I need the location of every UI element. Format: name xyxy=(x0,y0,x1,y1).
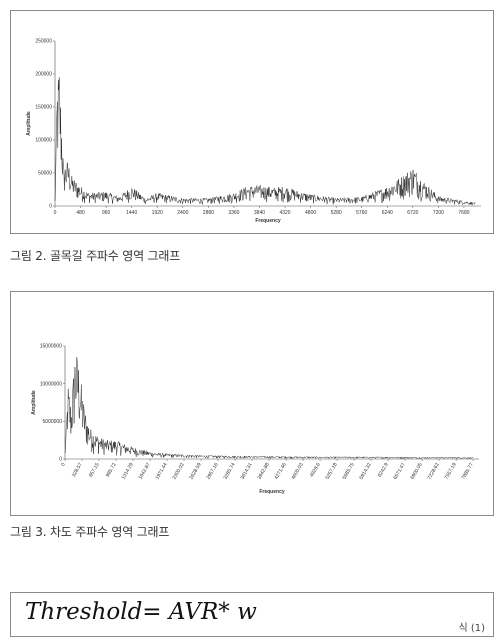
y-axis-title: Amplitude xyxy=(31,390,37,415)
equation-number: 식 (1) xyxy=(458,623,485,634)
y-tick-label: 0 xyxy=(59,457,62,463)
x-tick-label: 480 xyxy=(76,210,85,216)
x-tick-label: 1314.29 xyxy=(121,462,135,481)
figure-caption-2: 그림 2. 골목길 주파수 영역 그래프 xyxy=(10,249,181,263)
x-tick-label: 2628.59 xyxy=(189,462,203,481)
x-tick-label: 3614.31 xyxy=(240,462,254,481)
x-tick-label: 328.57 xyxy=(71,462,84,478)
x-tick-label: 4800 xyxy=(305,210,316,216)
y-tick-label: 5000000 xyxy=(43,419,63,425)
x-tick-label: 7680 xyxy=(458,210,469,216)
x-tick-label: 5257.18 xyxy=(325,462,339,481)
frequency-chart-alley: 0 50000 100000 150000 200000 250000 0 480 960 144… xyxy=(26,39,481,224)
x-tick-label: 0 xyxy=(54,210,57,216)
x-tick-label: 5280 xyxy=(331,210,342,216)
y-tick-label: 200000 xyxy=(35,72,52,78)
x-tick-label: 2880 xyxy=(203,210,214,216)
x-tick-label: 7200 xyxy=(433,210,444,216)
x-tick-label: 2957.16 xyxy=(206,462,220,481)
x-tick-label: 1440 xyxy=(126,210,137,216)
x-tick-label: 6720 xyxy=(407,210,418,216)
x-tick-label: 7228.62 xyxy=(427,462,441,481)
spectrum-series-line xyxy=(54,77,476,206)
x-tick-label: 4928.6 xyxy=(309,462,322,478)
x-axis-title: Frequency xyxy=(255,218,281,224)
y-tick-label: 250000 xyxy=(35,39,52,45)
chart-panel-fig2: 0 50000 100000 150000 200000 250000 0 480 960 144… xyxy=(10,10,494,234)
x-tick-label: 4320 xyxy=(279,210,290,216)
x-tick-label: 3840 xyxy=(254,210,265,216)
y-tick-label: 10000000 xyxy=(40,381,62,387)
x-tick-label: 6240 xyxy=(382,210,393,216)
x-tick-label: 657.15 xyxy=(88,462,101,478)
y-tick-label: 15000000 xyxy=(40,344,62,350)
x-tick-label: 4600.03 xyxy=(291,462,305,481)
x-tick-label: 3285.74 xyxy=(223,462,237,481)
x-tick-label: 0 xyxy=(60,462,67,468)
y-axis-title: Amplitude xyxy=(26,111,32,136)
x-tick-label: 7557.19 xyxy=(444,462,458,481)
x-tick-label: 3942.88 xyxy=(257,462,271,481)
x-tick-label: 960 xyxy=(102,210,111,216)
chart-panel-fig3: 0 5000000 10000000 15000000 0 328.57 657.15 985… xyxy=(10,291,494,516)
y-tick-label: 0 xyxy=(49,204,52,210)
x-tick-label: 5914.32 xyxy=(359,462,373,481)
frequency-chart-road: 0 5000000 10000000 15000000 0 328.57 657.15 985… xyxy=(31,344,479,495)
x-tick-label: 1920 xyxy=(152,210,163,216)
x-tick-label: 1971.44 xyxy=(155,462,169,481)
y-tick-label: 100000 xyxy=(35,138,52,144)
x-tick-label: 5760 xyxy=(356,210,367,216)
y-tick-label: 150000 xyxy=(35,105,52,111)
x-tick-label: 4271.46 xyxy=(274,462,288,481)
x-tick-label: 5585.75 xyxy=(342,462,356,481)
x-tick-label: 1642.87 xyxy=(138,462,152,481)
formula-box: Threshold= AVR* w 식 (1) xyxy=(10,592,494,637)
x-tick-label: 6900.05 xyxy=(410,462,424,481)
x-tick-label: 7885.77 xyxy=(461,462,475,481)
x-tick-label: 3360 xyxy=(228,210,239,216)
x-tick-label: 6242.9 xyxy=(377,462,390,478)
figure-caption-3: 그림 3. 차도 주파수 영역 그래프 xyxy=(10,525,170,539)
threshold-formula: Threshold= AVR* w xyxy=(25,599,257,625)
x-tick-label: 2300.02 xyxy=(172,462,186,481)
x-axis-title: Frequency xyxy=(259,489,285,495)
x-tick-label: 2400 xyxy=(177,210,188,216)
y-tick-label: 50000 xyxy=(38,171,52,177)
x-tick-label: 985.72 xyxy=(105,462,118,478)
x-tick-label: 6571.47 xyxy=(393,462,407,481)
spectrum-series-line xyxy=(64,357,474,460)
